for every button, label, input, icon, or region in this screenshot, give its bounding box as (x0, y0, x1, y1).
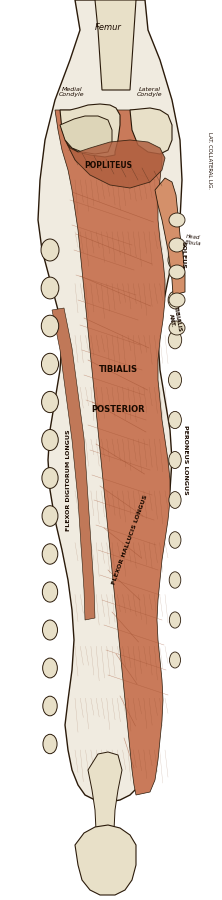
Polygon shape (95, 0, 136, 90)
Polygon shape (130, 108, 172, 154)
Text: FLEXOR DIGITORUM LONGUS: FLEXOR DIGITORUM LONGUS (65, 429, 71, 531)
Ellipse shape (42, 354, 59, 374)
Ellipse shape (41, 277, 59, 299)
Ellipse shape (42, 468, 58, 489)
Ellipse shape (168, 411, 181, 428)
Ellipse shape (169, 452, 181, 469)
Polygon shape (38, 0, 182, 802)
Text: SOLEUS: SOLEUS (180, 241, 186, 269)
Ellipse shape (43, 734, 57, 753)
Ellipse shape (42, 429, 58, 451)
Text: Medial
Condyle: Medial Condyle (59, 86, 85, 97)
Ellipse shape (42, 392, 58, 412)
Text: LAT. COLLATERAL LIG.: LAT. COLLATERAL LIG. (208, 131, 212, 188)
Ellipse shape (43, 658, 57, 678)
Ellipse shape (168, 291, 182, 309)
Ellipse shape (42, 620, 57, 640)
Ellipse shape (168, 331, 182, 349)
Text: Head
Fibula: Head Fibula (184, 234, 202, 246)
Text: TIBIALIS: TIBIALIS (99, 365, 137, 374)
Ellipse shape (168, 372, 182, 389)
Ellipse shape (169, 238, 185, 252)
Polygon shape (60, 104, 120, 157)
Ellipse shape (41, 239, 59, 261)
Text: Lateral
Condyle: Lateral Condyle (137, 86, 163, 97)
Ellipse shape (169, 321, 185, 335)
Text: POSTERIOR: POSTERIOR (91, 406, 145, 415)
Polygon shape (65, 140, 165, 188)
Ellipse shape (42, 582, 58, 602)
Polygon shape (60, 116, 112, 154)
Polygon shape (88, 752, 122, 885)
Ellipse shape (170, 652, 180, 668)
Ellipse shape (169, 612, 181, 628)
Ellipse shape (169, 265, 185, 279)
Ellipse shape (169, 293, 185, 307)
Ellipse shape (42, 544, 58, 564)
Ellipse shape (41, 315, 59, 337)
Ellipse shape (169, 532, 181, 548)
Text: FLEXOR HALLUCIS LONGUS: FLEXOR HALLUCIS LONGUS (111, 494, 149, 586)
Text: TIBIALIS
ANT.: TIBIALIS ANT. (167, 306, 182, 334)
Polygon shape (55, 110, 170, 795)
Polygon shape (52, 308, 95, 620)
Polygon shape (75, 825, 136, 895)
Polygon shape (155, 178, 185, 295)
Text: POPLITEUS: POPLITEUS (84, 160, 132, 169)
Ellipse shape (42, 506, 58, 526)
Ellipse shape (169, 572, 181, 589)
Ellipse shape (169, 213, 185, 227)
Ellipse shape (43, 697, 57, 716)
Text: Femur: Femur (95, 23, 121, 32)
Ellipse shape (169, 491, 181, 508)
Text: PERONEUS LONGUS: PERONEUS LONGUS (182, 425, 188, 495)
Ellipse shape (168, 251, 182, 269)
